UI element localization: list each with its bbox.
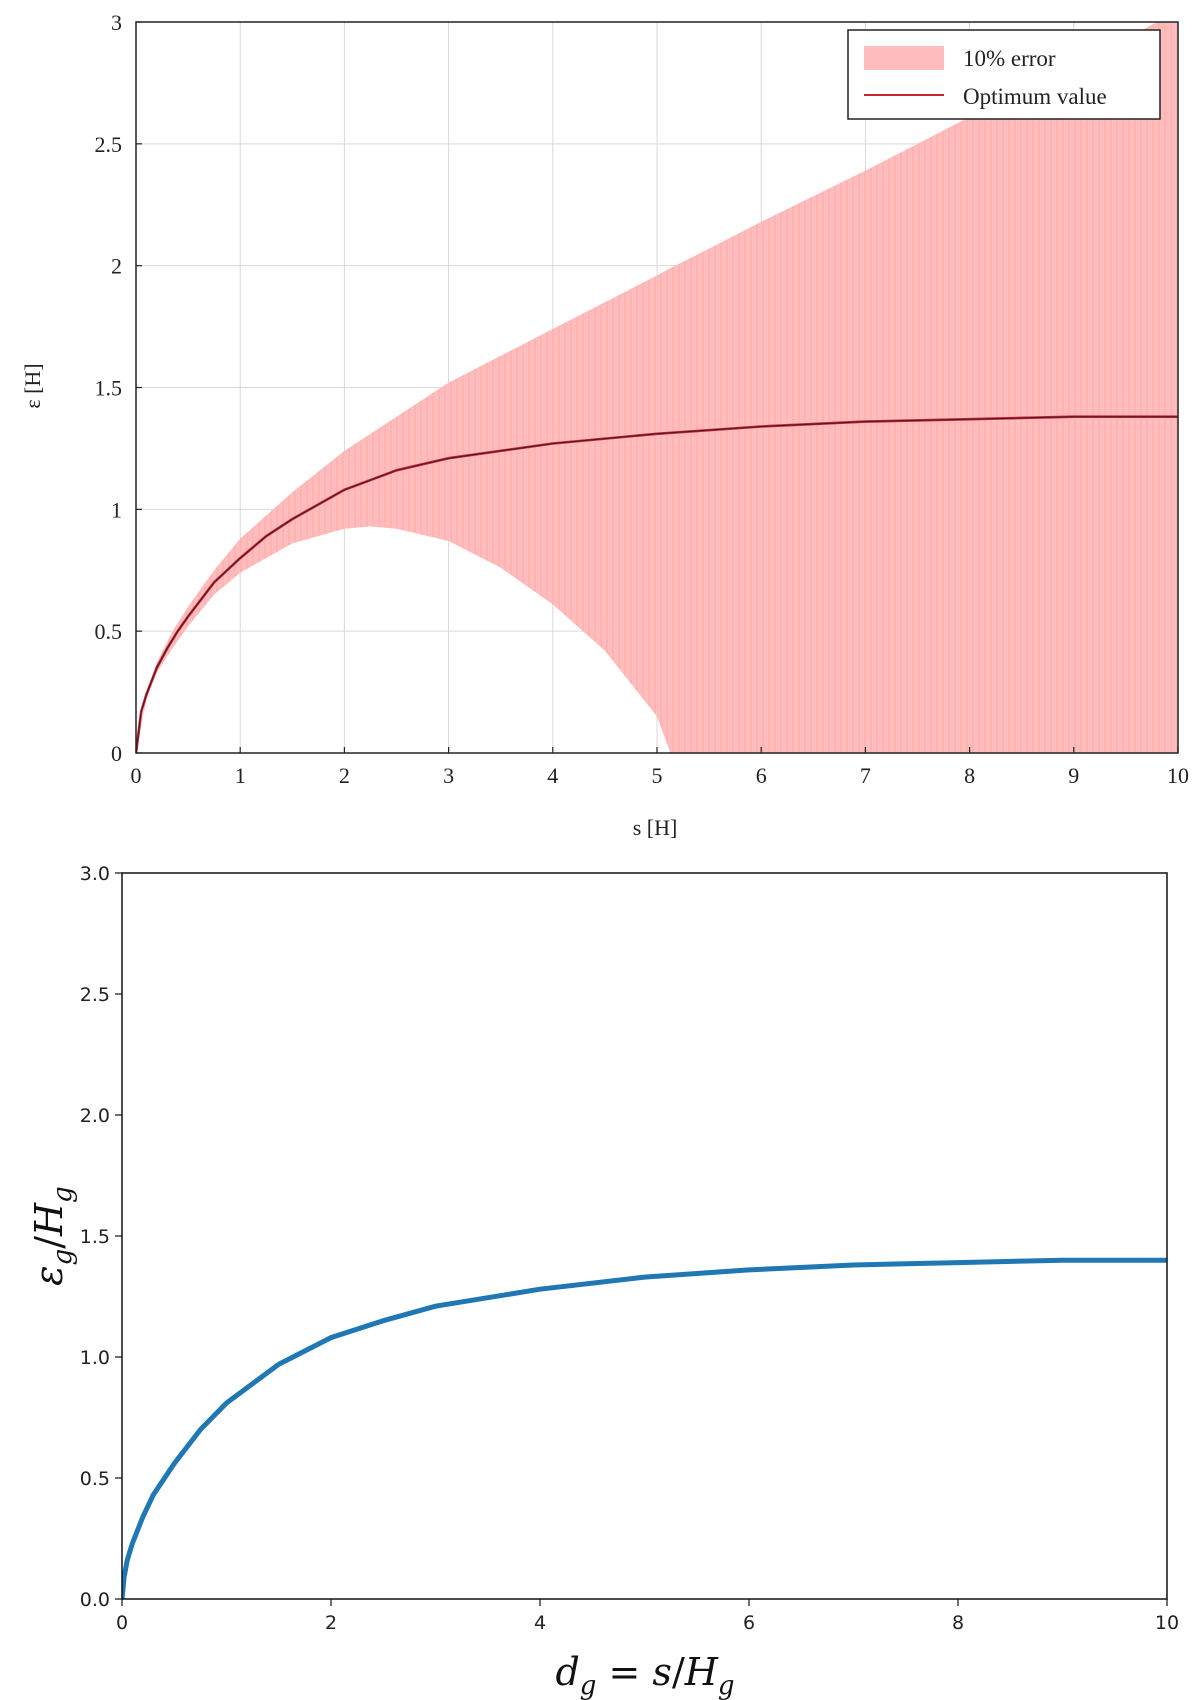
bottom-y-tick-label: 0.5	[80, 1468, 110, 1490]
top-y-tick-label: 2	[111, 254, 122, 279]
bottom-x-tick-label: 6	[743, 1612, 755, 1634]
top-y-axis-title: ε [H]	[20, 363, 45, 408]
top-chart: 0 1 2 3 4 5 6 7 8 9 10 0 0.5 1 1.5 2 2.5 3 s [H] ε [H] 10…	[20, 10, 1189, 840]
top-y-tick-label: 2.5	[95, 132, 123, 157]
top-x-tick-label: 4	[547, 763, 558, 788]
top-x-tick-label: 10	[1167, 763, 1189, 788]
legend-swatch-band	[864, 46, 944, 70]
top-y-tick-label: 1	[111, 497, 122, 522]
top-y-tick-label: 1.5	[95, 376, 123, 401]
bottom-y-tick-label: 2.5	[80, 984, 110, 1006]
bottom-x-tick-label: 2	[325, 1612, 337, 1634]
top-x-tick-label: 9	[1068, 763, 1079, 788]
bottom-x-tick-label: 0	[116, 1612, 128, 1634]
top-x-tick-label: 2	[339, 763, 350, 788]
top-y-tick-label: 0	[111, 741, 122, 766]
bottom-y-axis-title: εg/Hg	[27, 1186, 78, 1286]
bottom-curve	[122, 1257, 1167, 1599]
bottom-y-tick-label: 3.0	[80, 863, 110, 885]
top-x-tick-label: 6	[756, 763, 767, 788]
bottom-x-axis-title: dg = s/Hg	[555, 1650, 734, 1700]
optimum-line	[136, 416, 1178, 753]
top-y-tick-label: 0.5	[95, 619, 123, 644]
top-x-tick-label: 3	[443, 763, 454, 788]
bottom-plot-frame	[121, 872, 1168, 1600]
bottom-x-tick-label: 10	[1155, 1612, 1179, 1634]
top-x-axis-title: s [H]	[633, 815, 678, 840]
bottom-x-tick-label: 4	[534, 1612, 546, 1634]
top-x-tick-label: 5	[652, 763, 663, 788]
top-x-tick-label: 0	[131, 763, 142, 788]
legend-label-line: Optimum value	[963, 84, 1107, 109]
top-x-tick-label: 7	[860, 763, 871, 788]
bottom-y-tick-label: 0.0	[80, 1589, 110, 1611]
top-y-tick-label: 3	[111, 10, 122, 35]
top-x-tick-label: 1	[235, 763, 246, 788]
legend-label-band: 10% error	[963, 46, 1056, 71]
bottom-x-tick-label: 8	[952, 1612, 964, 1634]
bottom-y-tick-label: 2.0	[80, 1105, 110, 1127]
error-band	[136, 22, 1178, 753]
top-ticks: 0 1 2 3 4 5 6 7 8 9 10 0 0.5 1 1.5 2 2.5 3	[95, 10, 1190, 788]
bottom-y-tick-label: 1.0	[80, 1347, 110, 1369]
top-legend: 10% error Optimum value	[847, 29, 1161, 120]
legend-box	[847, 29, 1161, 120]
bottom-y-tick-label: 1.5	[80, 1226, 110, 1248]
bottom-ticks: 0 2 4 6 8 10 0.0 0.5 1.0 1.5 2.0 2.5 3.0	[80, 863, 1179, 1634]
top-x-tick-label: 8	[964, 763, 975, 788]
bottom-chart: 0 2 4 6 8 10 0.0 0.5 1.0 1.5 2.0 2.5 3.0 dg = s/Hg ε…	[27, 863, 1179, 1700]
